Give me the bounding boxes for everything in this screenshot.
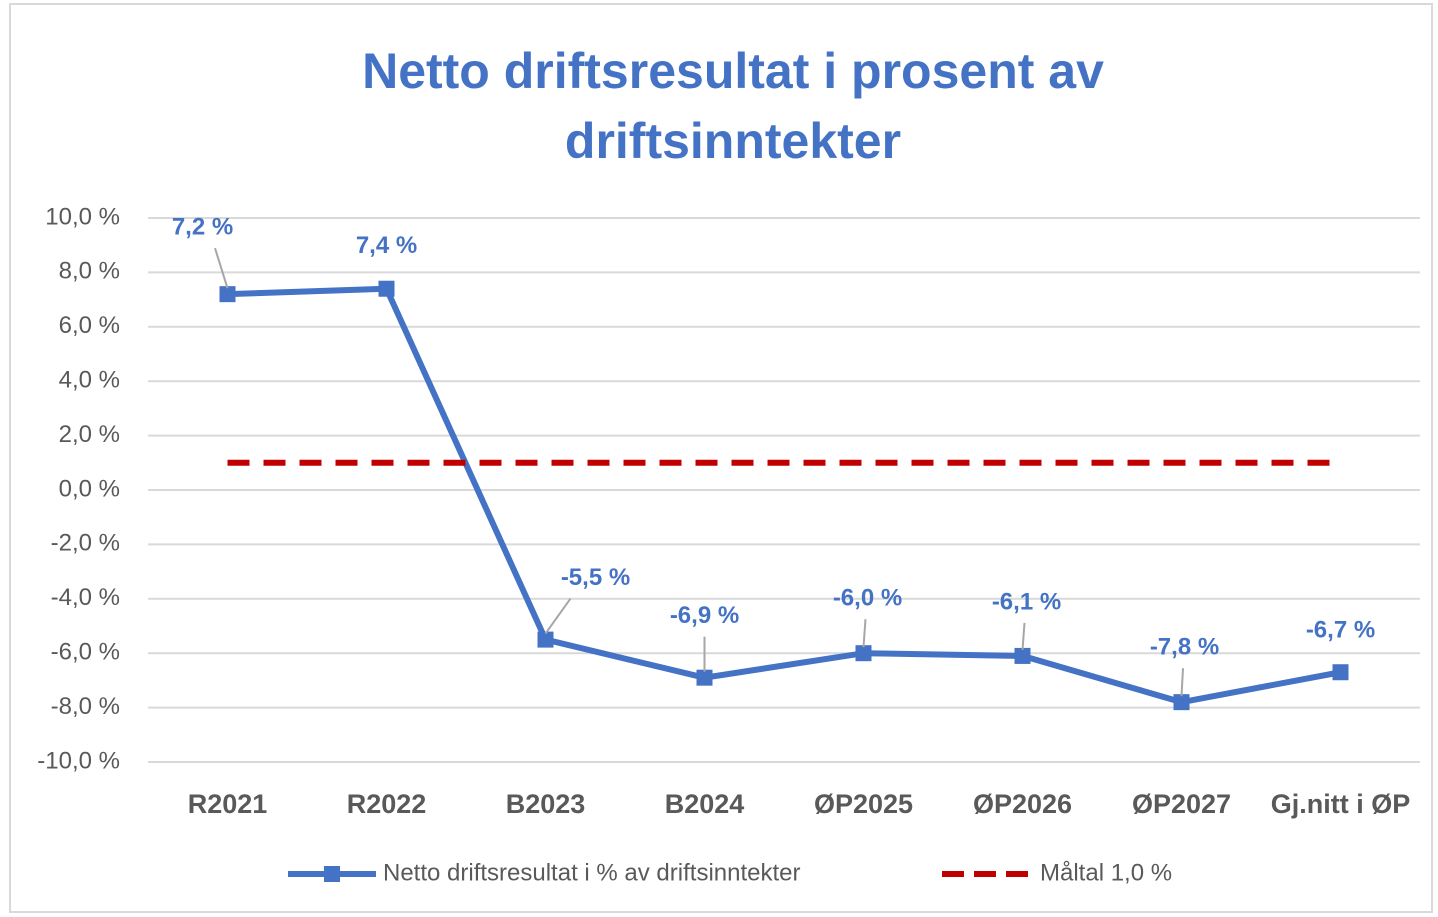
leader-line <box>862 619 867 648</box>
x-tick-label: R2022 <box>347 789 427 819</box>
y-tick-label: 0,0 % <box>59 475 120 502</box>
marker <box>219 286 236 303</box>
y-tick-label: -10,0 % <box>37 747 120 774</box>
data-line <box>227 285 1342 706</box>
marker <box>1173 694 1190 711</box>
marker <box>1332 664 1349 681</box>
marker <box>696 669 713 686</box>
y-tick-label: -4,0 % <box>51 584 120 611</box>
y-tick-label: 10,0 % <box>45 203 120 230</box>
y-tick-label: -8,0 % <box>51 693 120 720</box>
x-tick-label: B2024 <box>665 789 745 819</box>
y-tick-label: 4,0 % <box>59 367 120 394</box>
data-label: 7,4 % <box>356 232 417 259</box>
x-tick-label: B2023 <box>506 789 586 819</box>
marker <box>378 280 395 297</box>
data-label: -6,0 % <box>833 585 902 612</box>
y-tick-label: 8,0 % <box>59 258 120 285</box>
data-label: -6,1 % <box>992 588 1061 615</box>
marker <box>1014 647 1031 664</box>
leader-line <box>544 598 572 635</box>
leader-line <box>1180 668 1184 697</box>
data-label: -7,8 % <box>1150 634 1219 661</box>
x-tick-label: ØP2026 <box>973 789 1072 819</box>
y-tick-label: -6,0 % <box>51 639 120 666</box>
x-tick-label: Gj.nitt i ØP <box>1271 789 1411 819</box>
data-label: -5,5 % <box>561 564 630 591</box>
x-tick-label: ØP2027 <box>1132 789 1231 819</box>
legend-marker <box>324 866 340 882</box>
y-tick-label: 6,0 % <box>59 312 120 339</box>
data-label: -6,9 % <box>670 602 739 629</box>
x-tick-label: ØP2025 <box>814 789 913 819</box>
legend-label: Netto driftsresultat i % av driftsinntek… <box>383 859 801 886</box>
y-tick-label: 2,0 % <box>59 421 120 448</box>
leader-line <box>214 247 229 289</box>
leader-line <box>1021 622 1026 650</box>
data-label: 7,2 % <box>172 214 233 241</box>
legend-label: Måltal 1,0 % <box>1040 859 1172 886</box>
data-label: -6,7 % <box>1306 617 1375 644</box>
chart-border <box>9 3 1433 913</box>
x-tick-label: R2021 <box>188 789 268 819</box>
marker <box>537 631 554 648</box>
chart-title: Netto driftsresultat i prosent av drifts… <box>362 43 1104 169</box>
y-tick-label: -2,0 % <box>51 530 120 557</box>
marker <box>855 645 872 662</box>
